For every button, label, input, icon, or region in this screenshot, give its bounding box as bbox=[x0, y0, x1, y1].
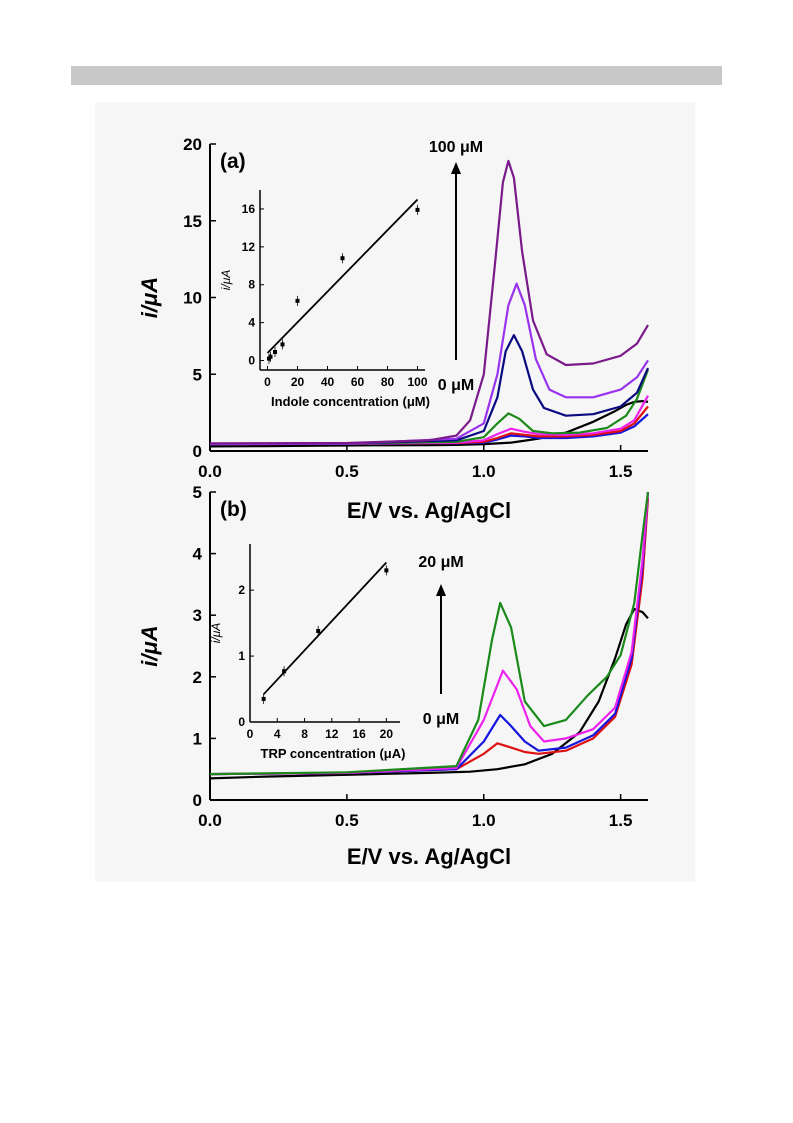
inset-fit-line bbox=[266, 198, 419, 354]
x-tick-label: 1.5 bbox=[609, 811, 633, 830]
inset-x-axis-label: TRP concentration (μA) bbox=[261, 746, 406, 761]
inset-data-point bbox=[273, 350, 277, 354]
inset-x-tick-label: 40 bbox=[321, 375, 335, 389]
inset-y-tick-label: 1 bbox=[238, 649, 245, 663]
arrow-bottom-label: 0 μM bbox=[438, 377, 474, 394]
inset-x-tick-label: 12 bbox=[325, 727, 339, 741]
inset-data-point bbox=[261, 696, 266, 701]
inset-y-tick-label: 16 bbox=[242, 202, 256, 216]
inset-data-point bbox=[340, 256, 345, 261]
inset-x-tick-label: 100 bbox=[407, 375, 427, 389]
y-tick-label: 3 bbox=[193, 606, 202, 625]
top-bar bbox=[71, 66, 722, 85]
panel-label: (b) bbox=[220, 498, 247, 521]
arrow-top-label: 100 μM bbox=[429, 139, 483, 156]
arrow-bottom-label: 0 μM bbox=[423, 711, 459, 728]
x-tick-label: 1.5 bbox=[609, 462, 633, 481]
arrow-head bbox=[436, 584, 446, 596]
inset-x-tick-label: 80 bbox=[381, 375, 395, 389]
inset-y-tick-label: 2 bbox=[238, 583, 245, 597]
series-line-4 bbox=[209, 369, 650, 446]
inset-y-tick-label: 8 bbox=[248, 278, 255, 292]
x-tick-label: 1.0 bbox=[472, 462, 496, 481]
y-tick-label: 0 bbox=[193, 791, 202, 810]
y-tick-label: 2 bbox=[193, 668, 202, 687]
inset-x-tick-label: 0 bbox=[247, 727, 254, 741]
inset-y-tick-label: 0 bbox=[248, 354, 255, 368]
y-tick-label: 0 bbox=[193, 442, 202, 461]
x-axis-label: E/V vs. Ag/AgCl bbox=[347, 844, 511, 869]
series-line-0 bbox=[209, 400, 649, 448]
series-line-2 bbox=[209, 491, 650, 776]
inset-x-tick-label: 20 bbox=[291, 375, 305, 389]
y-tick-label: 20 bbox=[183, 135, 202, 154]
inset-data-point bbox=[295, 298, 300, 303]
inset-y-tick-label: 0 bbox=[238, 715, 245, 729]
series-line-7 bbox=[209, 159, 649, 445]
y-tick-label: 15 bbox=[183, 212, 202, 231]
y-axis-label: i/μA bbox=[137, 277, 162, 318]
panel-label: (a) bbox=[220, 150, 246, 173]
inset-data-point bbox=[415, 207, 420, 212]
inset-x-tick-label: 16 bbox=[352, 727, 366, 741]
y-tick-label: 1 bbox=[193, 729, 202, 748]
inset-data-point bbox=[268, 354, 273, 359]
chart-panel-a: 0.0 0.5 1.0 1.5 0 5 10 15 20 E/V vs. Ag/AgCl i/μA (… bbox=[137, 135, 650, 523]
x-tick-label: 0.5 bbox=[335, 811, 359, 830]
y-tick-label: 4 bbox=[193, 545, 203, 564]
series-line-6 bbox=[209, 282, 649, 446]
inset-chart-a: 0 20 40 60 80 100 0 4 8 12 16 Indole concentration … bbox=[219, 190, 430, 409]
x-tick-label: 0.5 bbox=[335, 462, 359, 481]
inset-data-point bbox=[316, 629, 321, 634]
arrow-head bbox=[451, 162, 461, 174]
x-tick-label: 1.0 bbox=[472, 811, 496, 830]
inset-x-tick-label: 20 bbox=[380, 727, 394, 741]
inset-fit-line bbox=[262, 561, 388, 695]
x-tick-label: 0.0 bbox=[198, 462, 222, 481]
inset-x-axis-label: Indole concentration (μM) bbox=[271, 394, 430, 409]
inset-y-axis-label: i/μA bbox=[219, 270, 233, 291]
inset-data-point bbox=[280, 342, 285, 347]
series-line-1 bbox=[209, 498, 650, 776]
inset-x-tick-label: 0 bbox=[264, 375, 271, 389]
x-axis-label: E/V vs. Ag/AgCl bbox=[347, 498, 511, 523]
series-line-4 bbox=[209, 491, 650, 776]
y-tick-label: 5 bbox=[193, 365, 202, 384]
y-tick-label: 5 bbox=[193, 483, 202, 502]
figure-area: 0.0 0.5 1.0 1.5 0 5 10 15 20 E/V vs. Ag/AgCl i/μA(… bbox=[95, 102, 695, 882]
inset-data-point bbox=[282, 669, 287, 674]
series-line-3 bbox=[209, 491, 650, 776]
inset-x-tick-label: 60 bbox=[351, 375, 365, 389]
inset-x-tick-label: 8 bbox=[301, 727, 308, 741]
inset-y-tick-label: 12 bbox=[242, 240, 256, 254]
inset-y-axis-label: i/μA bbox=[209, 623, 223, 644]
inset-x-tick-label: 4 bbox=[274, 727, 281, 741]
arrow-top-label: 20 μM bbox=[418, 554, 463, 571]
inset-y-tick-label: 4 bbox=[248, 316, 255, 330]
inset-data-point bbox=[384, 568, 389, 573]
series-line-5 bbox=[209, 334, 650, 446]
y-tick-label: 10 bbox=[183, 289, 202, 308]
x-tick-label: 0.0 bbox=[198, 811, 222, 830]
y-axis-label: i/μA bbox=[137, 625, 162, 666]
